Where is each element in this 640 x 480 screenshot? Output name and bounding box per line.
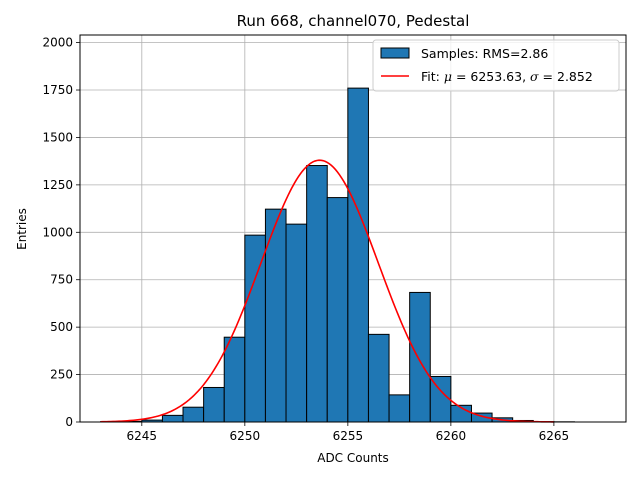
y-tick-label: 2000: [42, 36, 73, 50]
legend-fit-label: Fit: μ = 6253.63, σ = 2.852: [421, 69, 593, 84]
legend-mu-symbol: μ: [444, 69, 452, 84]
y-axis-label: Entries: [15, 208, 29, 250]
histogram-bar: [161, 414, 184, 423]
histogram-bar: [409, 291, 431, 423]
x-tick-label: 6245: [127, 429, 158, 443]
y-tick-label: 0: [65, 415, 73, 429]
y-tick-label: 750: [50, 273, 73, 287]
x-tick-label: 6265: [539, 429, 570, 443]
plot-frame: [79, 34, 627, 423]
legend: Samples: RMS=2.86 Fit: μ = 6253.63, σ = …: [372, 39, 620, 92]
y-axis-ticks: 0 250 500 750 1000 1250 1500 1750 2000: [42, 36, 80, 429]
legend-samples-swatch: [380, 47, 410, 59]
y-tick-label: 1750: [42, 83, 73, 97]
y-tick-label: 250: [50, 368, 73, 382]
x-tick-label: 6250: [230, 429, 261, 443]
y-tick-label: 1000: [42, 225, 73, 239]
y-tick-label: 1250: [42, 178, 73, 192]
gaussian-fit-curve: [100, 159, 554, 423]
legend-sigma-value: = 2.852: [539, 69, 593, 84]
legend-samples-label: Samples: RMS=2.86: [421, 46, 548, 61]
y-tick-label: 1500: [42, 130, 73, 144]
histogram-bar: [326, 197, 349, 423]
histogram-bar: [429, 375, 452, 423]
histogram-bar: [203, 386, 225, 423]
histogram-bar: [182, 406, 205, 423]
histogram-bar: [347, 87, 369, 423]
chart-title: Run 668, channel070, Pedestal: [237, 12, 470, 30]
histogram-bar: [367, 333, 390, 423]
legend-sigma-symbol: σ: [530, 69, 539, 84]
legend-box: [372, 39, 620, 92]
x-tick-label: 6260: [436, 429, 467, 443]
legend-mu-value: = 6253.63,: [452, 69, 530, 84]
y-tick-label: 500: [50, 320, 73, 334]
histogram-bar: [223, 336, 246, 423]
histogram-bars: [100, 87, 575, 423]
histogram-bar: [285, 223, 308, 423]
x-tick-label: 6255: [333, 429, 364, 443]
x-axis-label: ADC Counts: [317, 451, 389, 465]
legend-fit-prefix: Fit:: [421, 69, 444, 84]
histogram-bar: [306, 165, 328, 423]
histogram-bar: [244, 234, 266, 423]
x-axis-ticks: 6245 6250 6255 6260 6265: [127, 422, 570, 443]
histogram-bar: [388, 394, 411, 423]
